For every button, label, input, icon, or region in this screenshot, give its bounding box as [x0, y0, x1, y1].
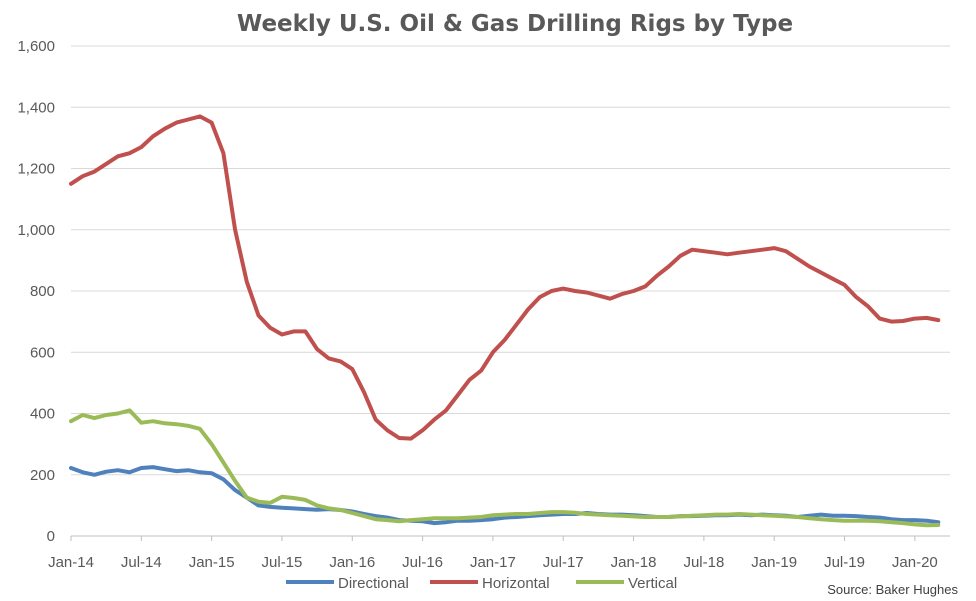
- y-tick-label: 1,400: [17, 99, 55, 116]
- x-tick-label: Jan-18: [611, 554, 657, 571]
- legend-label-directional: Directional: [338, 575, 409, 592]
- series-line-horizontal: [69, 114, 941, 441]
- x-tick-label: Jul-16: [402, 554, 443, 571]
- x-tick-label: Jul-15: [262, 554, 303, 571]
- x-tick-label: Jan-19: [751, 554, 797, 571]
- gridlines: [71, 45, 950, 476]
- legend: Directional Horizontal Vertical: [286, 575, 677, 592]
- legend-label-horizontal: Horizontal: [482, 575, 550, 592]
- y-tick-label: 1,000: [17, 222, 55, 239]
- x-tick-label: Jan-20: [892, 554, 938, 571]
- y-tick-label: 1,200: [17, 161, 55, 178]
- x-tick-label: Jul-19: [824, 554, 865, 571]
- x-tick-label: Jan-15: [189, 554, 235, 571]
- x-tick-label: Jan-14: [48, 554, 94, 571]
- x-tick-label: Jul-17: [543, 554, 584, 571]
- x-axis-ticks: Jan-14 Jul-14 Jan-15 Jul-15 Jan-16 Jul-16 Jan-…: [48, 536, 938, 571]
- y-axis-ticks: 0 200 400 600 800 1,000 1,200 1,400 1,600: [17, 38, 55, 545]
- x-tick-label: Jan-17: [470, 554, 516, 571]
- chart-title: Weekly U.S. Oil & Gas Drilling Rigs by T…: [237, 11, 793, 37]
- x-tick-label: Jan-16: [329, 554, 375, 571]
- x-tick-label: Jul-18: [683, 554, 724, 571]
- series-lines: [69, 114, 941, 528]
- y-tick-label: 200: [30, 467, 55, 484]
- x-tick-label: Jul-14: [121, 554, 162, 571]
- source-note: Source: Baker Hughes: [827, 582, 958, 597]
- y-tick-label: 600: [30, 344, 55, 361]
- y-tick-label: 0: [47, 528, 55, 545]
- y-tick-label: 400: [30, 406, 55, 423]
- y-tick-label: 1,600: [17, 38, 55, 55]
- y-tick-label: 800: [30, 283, 55, 300]
- legend-label-vertical: Vertical: [628, 575, 677, 592]
- series-line-vertical: [69, 408, 941, 528]
